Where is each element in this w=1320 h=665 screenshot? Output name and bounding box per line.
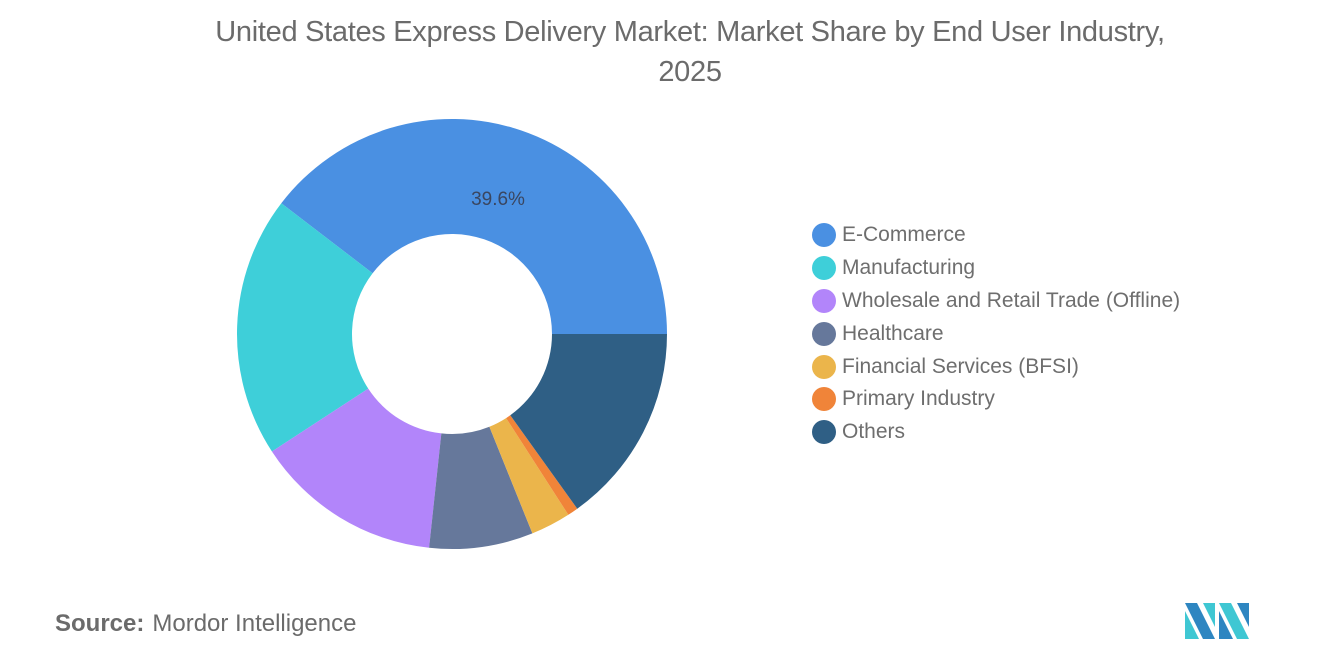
legend-dot-icon bbox=[812, 256, 836, 281]
legend-dot-icon bbox=[812, 321, 836, 346]
mordor-intelligence-logo-icon bbox=[1185, 603, 1249, 639]
legend-dot-icon bbox=[812, 223, 836, 248]
legend-item-e-commerce: E-Commerce bbox=[812, 219, 1180, 252]
donut-slices bbox=[236, 118, 667, 549]
legend-item-others: Others bbox=[812, 416, 1180, 449]
chart-title-line-2: 2025 bbox=[658, 56, 722, 88]
legend-item-wholesale-retail: Wholesale and Retail Trade (Offline) bbox=[812, 285, 1180, 318]
legend-label: Healthcare bbox=[842, 321, 944, 345]
legend-dot-icon bbox=[812, 354, 836, 379]
legend-label: Financial Services (BFSI) bbox=[842, 354, 1079, 378]
donut-slice-healthcare bbox=[429, 426, 533, 549]
legend-label: Wholesale and Retail Trade (Offline) bbox=[842, 288, 1181, 312]
donut-slice-financial-services-bfsi bbox=[489, 418, 569, 534]
legend-item-healthcare: Healthcare bbox=[812, 317, 1180, 350]
donut-slice-wholesale-and-retail-trade-offline bbox=[271, 388, 442, 548]
donut-slice-others bbox=[510, 334, 667, 509]
legend-item-primary-industry: Primary Industry bbox=[812, 383, 1180, 416]
legend-label: E-Commerce bbox=[842, 223, 966, 247]
legend-label: Others bbox=[842, 420, 906, 444]
legend-label: Manufacturing bbox=[842, 256, 976, 280]
legend-dot-icon bbox=[812, 387, 836, 412]
slice-label-e-commerce: 39.6% bbox=[471, 189, 525, 210]
chart-title: United States Express Delivery Market: M… bbox=[120, 12, 1260, 92]
legend-item-manufacturing: Manufacturing bbox=[812, 252, 1180, 285]
legend-dot-icon bbox=[812, 288, 836, 313]
donut-slice-primary-industry bbox=[506, 415, 578, 515]
legend-label: Primary Industry bbox=[842, 387, 995, 411]
donut-slice-manufacturing bbox=[236, 203, 373, 452]
chart-title-line-1: United States Express Delivery Market: M… bbox=[215, 16, 1165, 48]
donut-slice-e-commerce bbox=[281, 118, 667, 335]
chart-legend: E-Commerce Manufacturing Wholesale and R… bbox=[812, 219, 1180, 449]
legend-dot-icon bbox=[812, 420, 836, 445]
source-key: Source: bbox=[55, 610, 145, 637]
source-value: Mordor Intelligence bbox=[152, 610, 357, 637]
source-note: Source: Mordor Intelligence bbox=[55, 610, 356, 638]
legend-item-bfsi: Financial Services (BFSI) bbox=[812, 350, 1180, 383]
